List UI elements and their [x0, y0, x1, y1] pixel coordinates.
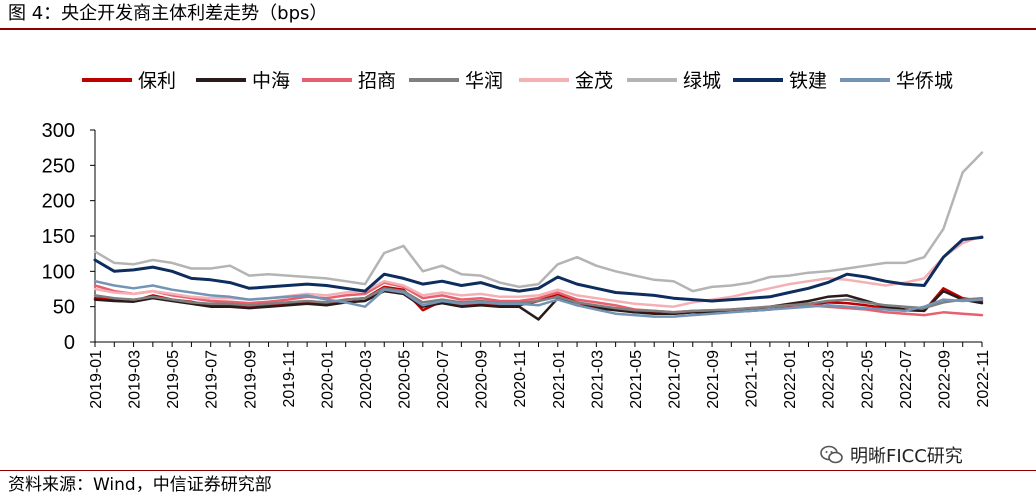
chart-legend: 保利 中海 招商 华润 金茂 绿城 铁建 华侨城 — [82, 70, 953, 92]
x-tick-label: 2021-07 — [666, 350, 683, 409]
y-axis: 0 50 100 150 200 250 300 — [42, 120, 96, 354]
x-tick-label: 2019-03 — [127, 350, 144, 409]
series-line-7 — [93, 235, 984, 303]
x-tick-label: 2019-09 — [242, 350, 259, 409]
x-tick-label: 2022-05 — [859, 350, 876, 409]
x-tick-label: 2019-11 — [281, 350, 298, 408]
y-tick-label: 100 — [42, 261, 75, 283]
y-tick-label: 0 — [64, 332, 75, 354]
legend-label-3: 招商 — [358, 70, 396, 92]
x-tick-label: 2021-09 — [705, 350, 722, 409]
y-tick-label: 250 — [42, 155, 75, 177]
series-line-4 — [93, 287, 984, 314]
watermark: 明晰FICC研究 — [820, 441, 963, 469]
x-tick-label: 2022-09 — [936, 350, 953, 409]
line-chart: 保利 中海 招商 华润 金茂 绿城 铁建 华侨城 0 50 100 150 200 250 300 201… — [42, 70, 992, 409]
y-tick-label: 50 — [53, 297, 75, 319]
watermark-text: 明晰FICC研究 — [850, 446, 963, 467]
source-note: 资料来源：Wind，中信证券研究部 — [8, 475, 272, 495]
x-tick-label: 2021-11 — [744, 350, 761, 408]
x-tick-label: 2020-05 — [397, 350, 414, 409]
legend-label-4: 华润 — [465, 70, 503, 92]
legend-label-5: 金茂 — [575, 70, 613, 92]
chat-bubble-icon — [820, 445, 843, 464]
legend-label-2: 中海 — [252, 70, 290, 92]
x-tick-label: 2021-01 — [551, 350, 568, 409]
x-axis: 2019-01 2019-03 2019-05 2019-07 2019-09 2019-… — [88, 341, 992, 409]
legend-label-1: 保利 — [138, 70, 176, 92]
x-tick-label: 2020-09 — [474, 350, 491, 409]
x-tick-label: 2020-07 — [435, 350, 452, 409]
x-tick-label: 2019-05 — [165, 350, 182, 409]
x-tick-label: 2020-03 — [358, 350, 375, 409]
series-line-3 — [93, 281, 984, 317]
x-tick-label: 2021-03 — [589, 350, 606, 409]
legend-label-6: 绿城 — [683, 70, 721, 92]
x-tick-label: 2021-05 — [628, 350, 645, 409]
y-tick-label: 150 — [42, 226, 75, 248]
x-tick-label: 2020-01 — [319, 350, 336, 409]
x-tick-label: 2019-07 — [204, 350, 221, 409]
y-tick-label: 200 — [42, 191, 75, 213]
x-tick-label: 2022-07 — [898, 350, 915, 409]
series-lines — [93, 151, 984, 321]
y-tick-label: 300 — [42, 120, 75, 142]
series-line-6 — [93, 151, 984, 293]
legend-label-8: 华侨城 — [896, 70, 953, 92]
series-line-2 — [93, 289, 984, 321]
title-divider — [0, 28, 1036, 30]
x-tick-label: 2020-11 — [512, 350, 529, 408]
figure-title: 图 4：央企开发商主体利差走势（bps） — [8, 3, 328, 24]
x-tick-label: 2022-11 — [975, 350, 992, 408]
x-tick-label: 2022-03 — [821, 350, 838, 409]
source-divider — [0, 470, 1036, 471]
x-tick-label: 2022-01 — [782, 350, 799, 409]
legend-label-7: 铁建 — [789, 70, 827, 92]
x-tick-label: 2019-01 — [88, 350, 105, 409]
series-line-8 — [93, 279, 984, 318]
